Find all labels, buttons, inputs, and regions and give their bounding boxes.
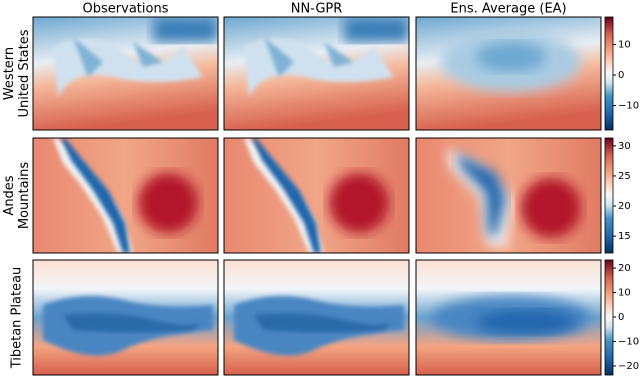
row-label: Andes: [2, 175, 17, 215]
row-label: Mountains: [17, 162, 32, 230]
colorbar-tick-label: 0: [618, 312, 624, 323]
colorbar-tick-label: 10: [618, 39, 631, 50]
colorbar: [604, 16, 614, 131]
row-label: United States: [17, 29, 32, 117]
colorbar-tick-label: 20: [618, 201, 631, 212]
colorbar-tick-label: 15: [618, 231, 631, 242]
colorbar: [604, 259, 614, 376]
colorbar-tick-label: 20: [618, 263, 631, 274]
panel: [224, 17, 409, 130]
row-label: Tibetan Plateau: [10, 267, 25, 370]
colorbar-tick-label: 25: [618, 171, 631, 182]
colorbar-tick-label: 0: [618, 70, 624, 81]
column-title: Observations: [83, 2, 169, 17]
panel: [416, 17, 601, 130]
panel: [33, 260, 218, 375]
panel: [224, 138, 409, 253]
panel: [416, 138, 601, 253]
panel: [416, 260, 601, 375]
colorbar: [604, 137, 614, 254]
panel: [33, 138, 218, 253]
colorbar-tick-label: −10: [618, 336, 639, 347]
panel: [224, 260, 409, 375]
colorbar-tick-label: −20: [618, 361, 639, 372]
column-title: NN-GPR: [291, 2, 343, 17]
colorbar-tick-label: 10: [618, 288, 631, 299]
column-title: Ens. Average (EA): [450, 2, 566, 17]
row-label: Western: [2, 47, 17, 100]
panel: [33, 17, 218, 130]
colorbar-tick-label: 30: [618, 141, 631, 152]
colorbar-tick-label: −10: [618, 101, 639, 112]
